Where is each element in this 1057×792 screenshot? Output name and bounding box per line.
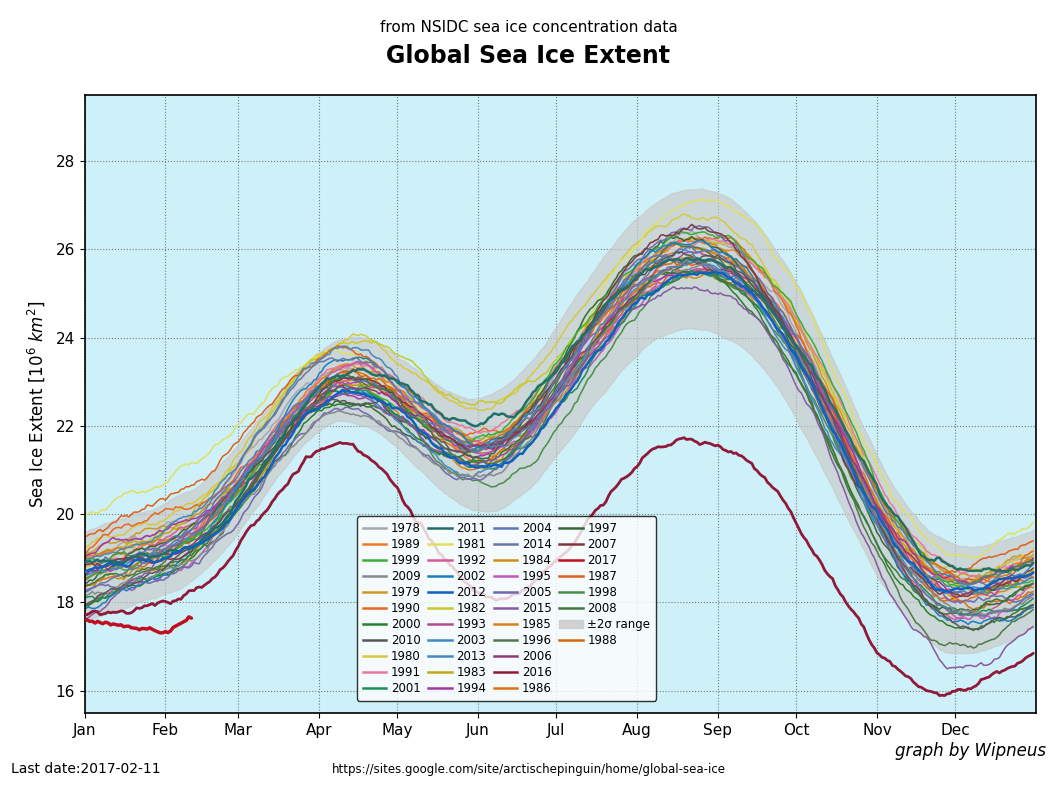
Text: https://sites.google.com/site/arctischepinguin/home/global-sea-ice: https://sites.google.com/site/arctischep… <box>332 763 725 776</box>
Text: graph by Wipneus: graph by Wipneus <box>895 742 1046 760</box>
Legend: 1978, 1989, 1999, 2009, 1979, 1990, 2000, 2010, 1980, 1991, 2001, 2011, 1981, 19: 1978, 1989, 1999, 2009, 1979, 1990, 2000… <box>357 516 656 701</box>
Text: Global Sea Ice Extent: Global Sea Ice Extent <box>387 44 670 67</box>
Text: from NSIDC sea ice concentration data: from NSIDC sea ice concentration data <box>379 20 678 35</box>
Y-axis label: Sea Ice Extent [$10^6\ km^2$]: Sea Ice Extent [$10^6\ km^2$] <box>25 300 48 508</box>
Text: Last date:2017-02-11: Last date:2017-02-11 <box>11 762 161 776</box>
